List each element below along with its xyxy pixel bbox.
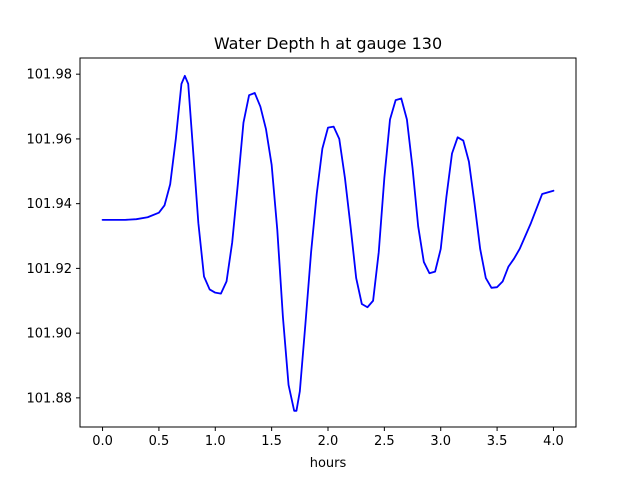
- plot-frame: [79, 57, 577, 428]
- x-tick-label: 2.0: [318, 434, 339, 449]
- series-layer: [101, 74, 555, 412]
- y-tick-label: 101.96: [27, 132, 73, 147]
- x-axis-label: hours: [310, 456, 347, 471]
- y-tick-label: 101.92: [27, 262, 73, 277]
- series-line-0: [101, 74, 555, 412]
- y-tick-label: 101.98: [27, 68, 73, 83]
- x-tick-label: 1.5: [261, 434, 282, 449]
- x-tick-label: 2.5: [374, 434, 395, 449]
- x-tick-label: 3.0: [430, 434, 451, 449]
- chart-title: Water Depth h at gauge 130: [214, 34, 442, 53]
- x-tick-label: 0.5: [149, 434, 170, 449]
- y-tick-label: 101.88: [27, 391, 73, 406]
- x-tick-label: 3.5: [487, 434, 508, 449]
- x-tick-label: 4.0: [543, 434, 564, 449]
- y-tick-label: 101.90: [27, 327, 73, 342]
- y-axis: 101.88 101.90 101.92 101.94 101.96 101.98: [27, 68, 80, 406]
- x-axis: 0.0 0.5 1.0 1.5 2.0 2.5 3.0 3.5 4.0: [92, 427, 564, 449]
- y-tick-label: 101.94: [27, 197, 73, 212]
- x-tick-label: 1.0: [205, 434, 226, 449]
- x-tick-label: 0.0: [92, 434, 113, 449]
